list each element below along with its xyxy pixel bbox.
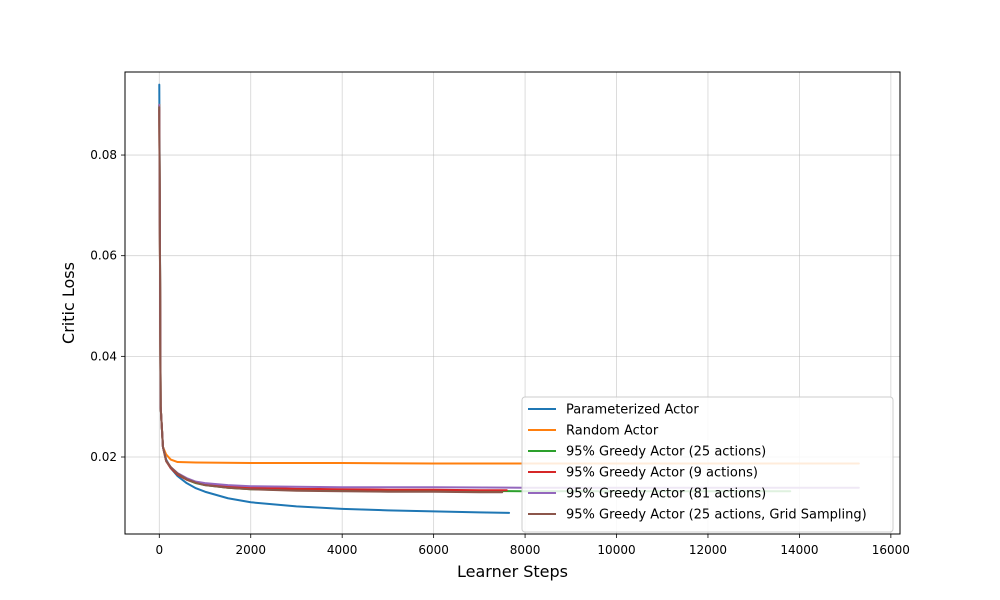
- x-tick-label: 10000: [597, 543, 635, 557]
- x-tick-label: 0: [155, 543, 163, 557]
- legend-label: 95% Greedy Actor (81 actions): [566, 487, 766, 502]
- y-tick-label: 0.06: [90, 249, 117, 263]
- x-tick-label: 4000: [327, 543, 358, 557]
- legend-label: 95% Greedy Actor (25 actions, Grid Sampl…: [566, 508, 867, 523]
- legend-label: Random Actor: [566, 424, 659, 439]
- x-tick-label: 2000: [235, 543, 266, 557]
- y-tick-label: 0.02: [90, 450, 117, 464]
- x-tick-label: 14000: [780, 543, 818, 557]
- legend-label: Parameterized Actor: [566, 403, 699, 418]
- legend-label: 95% Greedy Actor (25 actions): [566, 445, 766, 460]
- legend: Parameterized Actor Random Actor 95% Greed…: [522, 397, 893, 532]
- x-axis-title: Learner Steps: [457, 562, 568, 581]
- x-tick-label: 8000: [510, 543, 541, 557]
- y-tick-label: 0.04: [90, 349, 117, 363]
- x-tick-label: 6000: [418, 543, 449, 557]
- legend-label: 95% Greedy Actor (9 actions): [566, 466, 758, 481]
- x-tick-label: 16000: [872, 543, 910, 557]
- y-tick-label: 0.08: [90, 148, 117, 162]
- x-tick-label: 12000: [689, 543, 727, 557]
- y-axis-title: Critic Loss: [59, 262, 78, 344]
